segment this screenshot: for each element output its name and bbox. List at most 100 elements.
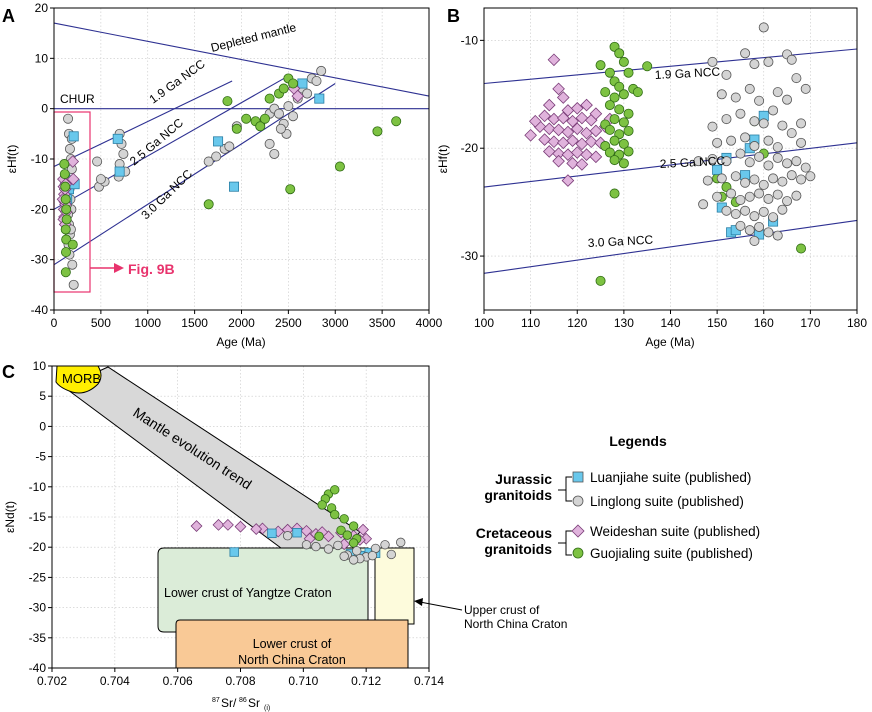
linglong-point (707, 121, 718, 132)
luanjiahe-point (297, 78, 308, 89)
xlabel-sr-1: Sr/ (221, 696, 237, 710)
guojialing-point (61, 214, 72, 225)
guojialing-point (285, 184, 296, 195)
linglong-point (777, 204, 788, 215)
linglong-point (749, 116, 760, 127)
x-tick-label: 0.704 (100, 674, 130, 688)
guojialing-point (317, 500, 327, 510)
xlabel-sub: (i) (264, 705, 270, 712)
y-tick-label: -20 (31, 202, 49, 216)
panel-c-ticks: 0.702 0.704 0.706 0.708 0.710 0.712 0.714 -40 -3… (29, 359, 445, 688)
linglong-point (754, 188, 765, 199)
guojialing-point (604, 147, 615, 158)
linglong-point (275, 123, 286, 134)
linglong-point (282, 531, 293, 541)
x-tick-label: 4000 (416, 316, 443, 330)
linglong-point (777, 176, 788, 187)
x-tick-label: 170 (800, 316, 820, 330)
guojialing-point (614, 81, 625, 92)
linglong-point (367, 550, 378, 561)
weideshan-point (547, 53, 561, 67)
panel-a-points (56, 65, 402, 290)
y-tick-label: -30 (31, 253, 49, 267)
guojialing-point (59, 159, 70, 170)
linglong-point (763, 193, 774, 204)
x-tick-label: 180 (847, 316, 867, 330)
guojialing-point (60, 224, 71, 235)
guojialing-point (391, 116, 402, 127)
2-5-ga-ncc-line (483, 142, 858, 188)
lower-ncc-label-2: North China Craton (238, 653, 346, 667)
linglong-point (721, 114, 732, 125)
linglong-point (339, 551, 349, 561)
linglong-point (782, 94, 793, 105)
guojialing-point (623, 108, 634, 119)
linglong-point (726, 135, 737, 146)
linglong-point (786, 54, 797, 65)
weideshan-point (589, 124, 603, 138)
linglong-point (302, 88, 313, 99)
weideshan-point (547, 112, 561, 126)
y-tick-label: -10 (461, 33, 479, 47)
linglong-point (768, 173, 779, 184)
luanjiahe-point (114, 166, 125, 177)
1-9-ga-ncc-line (483, 48, 858, 85)
linglong-point (800, 83, 811, 94)
linglong-point (754, 95, 765, 106)
panel-a-gridlines (53, 7, 430, 311)
linglong-point (744, 157, 755, 168)
guojialing-point (609, 114, 620, 125)
guojialing-point (330, 509, 340, 520)
y-tick-label: 5 (39, 389, 46, 403)
legend-group-jurassic-1: Jurassic (495, 471, 552, 487)
luanjiahe-point (712, 164, 723, 175)
guojialing-point (339, 514, 349, 524)
legend-item-luanjiahe: Luanjiahe suite (published) (590, 470, 751, 485)
upper-ncc-label-1: Upper crust of (464, 603, 540, 617)
depleted-mantle-label: Depleted mantle (209, 20, 297, 55)
linglong-point (791, 73, 802, 84)
y-tick-label: -30 (461, 249, 479, 263)
weideshan-point (547, 135, 561, 149)
linglong-point (758, 118, 769, 129)
legend-item-guojialing: Guojialing suite (published) (590, 546, 753, 561)
panel-a-ticks: 0 500 1000 1500 2000 2500 3000 3500 4000 -40 -30 -2… (31, 1, 443, 330)
3-0-ga-ncc-line (53, 83, 336, 266)
y-tick-label: -15 (29, 510, 47, 524)
guojialing-point (203, 199, 214, 210)
guojialing-point (372, 126, 383, 137)
y-tick-label: -40 (29, 661, 47, 675)
guojialing-point (288, 78, 299, 89)
linglong-point (288, 111, 299, 122)
guojialing-point (348, 521, 359, 531)
x-tick-label: 500 (91, 316, 111, 330)
y-tick-label: 10 (33, 359, 47, 373)
luanjiahe-point (314, 93, 325, 104)
linglong-point (323, 544, 334, 554)
linglong-point (768, 212, 779, 223)
guojialing-point (618, 158, 629, 169)
linglong-point (68, 279, 79, 290)
weideshan-point (566, 134, 579, 147)
weideshan-point (190, 520, 203, 533)
panel-a-chart: 0 500 1000 1500 2000 2500 3000 3500 4000 -40 -30 -2… (5, 1, 443, 349)
morb-region (55, 365, 102, 394)
guojialing-point (618, 138, 629, 149)
guojialing-point (796, 243, 807, 254)
weideshan-point (66, 172, 80, 186)
linglong-point (782, 196, 793, 207)
linglong-point (740, 177, 751, 188)
weideshan-point (542, 122, 556, 136)
linglong-point (735, 108, 746, 119)
linglong-point (735, 194, 746, 205)
ncc30-label-b: 3.0 Ga NCC (587, 233, 653, 250)
linglong-point (796, 118, 807, 129)
linglong-point (763, 56, 774, 67)
upper-ncc-pointer-head (414, 598, 423, 606)
linglong-point (796, 174, 807, 185)
linglong-point (772, 87, 783, 98)
x-tick-label: 1500 (181, 316, 208, 330)
y-tick-label: -35 (29, 631, 47, 645)
panel-a-label: A (2, 6, 15, 26)
